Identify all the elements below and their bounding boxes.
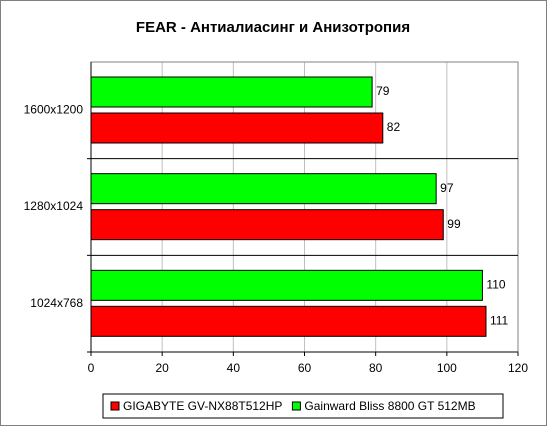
bar bbox=[90, 173, 437, 205]
x-tick-label: 0 bbox=[88, 361, 95, 375]
y-tick-label: 1024x768 bbox=[30, 296, 83, 310]
legend-label: Gainward Bliss 8800 GT 512MB bbox=[304, 399, 475, 413]
x-tick-label: 20 bbox=[155, 361, 169, 375]
bar bbox=[90, 209, 444, 241]
x-tick-label: 40 bbox=[227, 361, 241, 375]
chart-title: FEAR - Антиалиасинг и Анизотропия bbox=[136, 19, 410, 36]
x-tick-label: 80 bbox=[369, 361, 383, 375]
bar bbox=[90, 269, 483, 301]
data-label: 97 bbox=[440, 181, 454, 195]
data-label: 111 bbox=[490, 314, 509, 328]
bar bbox=[90, 305, 487, 337]
data-label: 79 bbox=[376, 84, 390, 98]
data-label: 110 bbox=[486, 278, 505, 292]
data-label: 99 bbox=[447, 217, 461, 231]
legend-swatch bbox=[291, 401, 301, 411]
bar bbox=[90, 76, 373, 108]
data-label: 82 bbox=[387, 120, 401, 134]
y-tick-label: 1280x1024 bbox=[24, 199, 84, 213]
x-tick-label: 60 bbox=[298, 361, 312, 375]
bar bbox=[90, 112, 384, 144]
x-tick-label: 120 bbox=[508, 361, 528, 375]
legend-swatch bbox=[110, 401, 120, 411]
y-tick-label: 1600x1200 bbox=[24, 103, 84, 117]
legend-box bbox=[102, 393, 504, 419]
legend-label: GIGABYTE GV-NX88T512HP bbox=[123, 399, 282, 413]
x-tick-label: 100 bbox=[437, 361, 457, 375]
